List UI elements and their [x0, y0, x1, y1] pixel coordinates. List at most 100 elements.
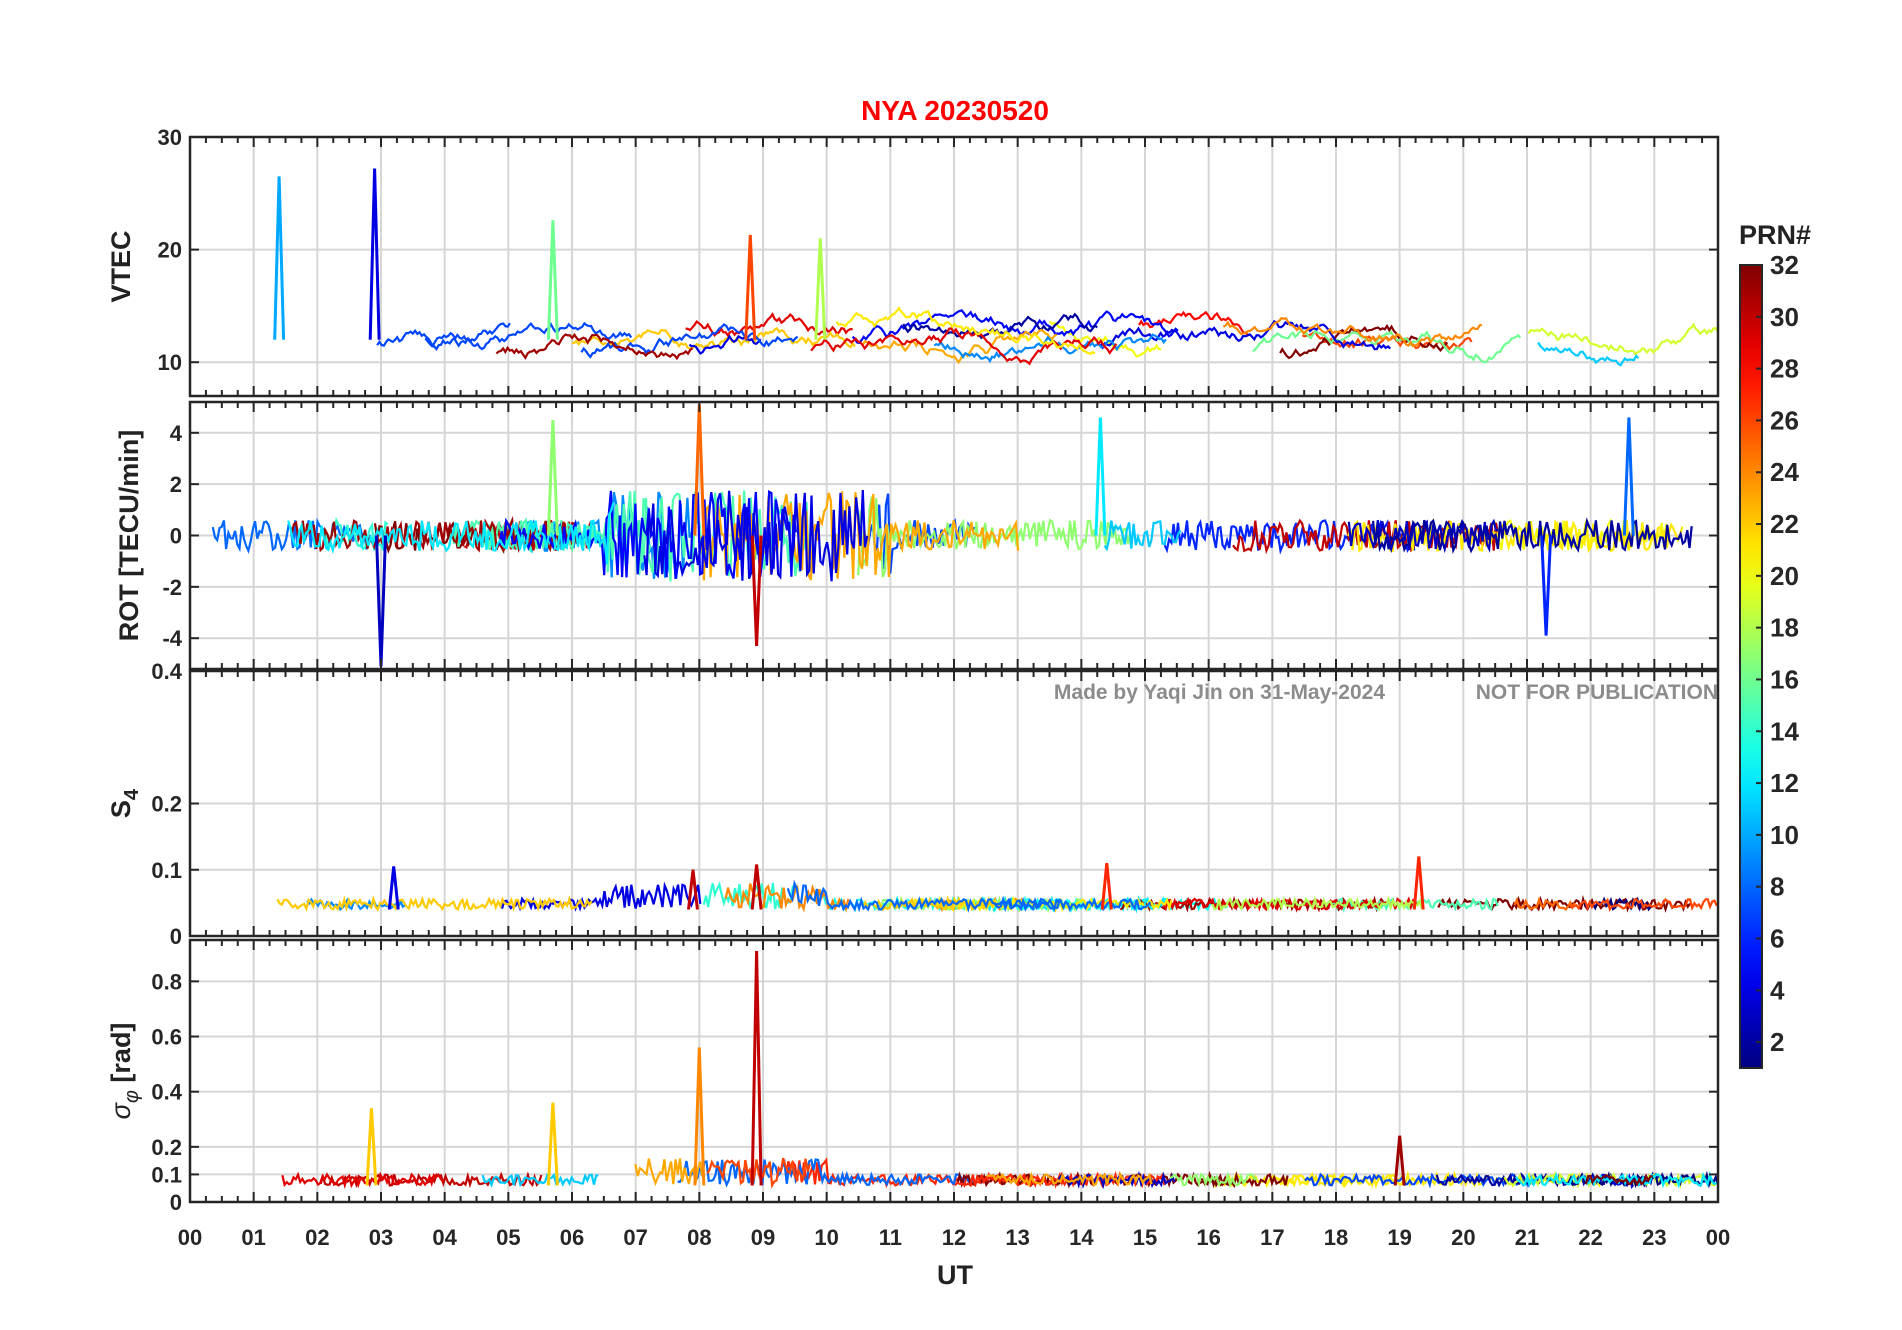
spike-prn-30 [687, 869, 699, 910]
trace-prn-4 [643, 490, 869, 582]
spike-prn-27 [1100, 862, 1113, 910]
trace-prn-22 [571, 326, 856, 350]
spike-prn-30 [750, 535, 763, 646]
x-tick-label: 09 [751, 1225, 775, 1250]
colorbar-tick-label: 18 [1770, 613, 1799, 643]
spike-prn-8 [1622, 417, 1635, 536]
trace-prn-21 [835, 306, 1096, 355]
trace-prn-18 [1211, 895, 1423, 913]
sigma_phi-y-tick-label: 0.1 [151, 1162, 182, 1187]
trace-prn-28 [1138, 310, 1250, 337]
colorbar-tick-label: 28 [1770, 354, 1799, 384]
spike-prn-4 [387, 866, 400, 910]
rot-y-tick-label: -2 [162, 575, 182, 600]
x-tick-label: 10 [814, 1225, 838, 1250]
colorbar-tick-label: 24 [1770, 457, 1799, 487]
vtec-y-axis-label: VTEC [106, 230, 136, 302]
spike-prn-22 [365, 1108, 378, 1186]
trace-prn-23 [986, 1171, 1153, 1188]
x-tick-label: 06 [560, 1225, 584, 1250]
chart-title: NYA 20230520 [861, 95, 1049, 126]
trace-prn-29 [281, 1171, 444, 1190]
x-tick-label: 04 [432, 1225, 457, 1250]
x-tick-label: 16 [1196, 1225, 1220, 1250]
trace-prn-1 [1583, 896, 1652, 912]
rot-y-tick-label: 4 [170, 421, 183, 446]
trace-prn-30 [1232, 518, 1500, 555]
trace-prn-24 [724, 883, 850, 913]
spike-prn-6 [1540, 535, 1553, 636]
spike-prn-17 [546, 419, 559, 536]
x-tick-label: 21 [1515, 1225, 1539, 1250]
x-tick-label: 18 [1324, 1225, 1348, 1250]
trace-prn-31 [495, 332, 694, 361]
trace-prn-26 [1568, 897, 1718, 912]
x-tick-label: 17 [1260, 1225, 1284, 1250]
colorbar-tick-label: 4 [1770, 975, 1785, 1005]
panel-rot: -4 -2 0 2 4 ROT [TECU/min] [114, 400, 1720, 671]
x-tick-label: 01 [241, 1225, 265, 1250]
sigma_phi-y-tick-label: 0.8 [151, 969, 182, 994]
trace-prn-21 [1205, 1172, 1404, 1189]
trace-prn-11 [1103, 520, 1182, 552]
panel-vtec: 10 20 30 VTEC [106, 125, 1720, 398]
panel-sigma_phi: 0 0.10.2 0.4 0.6 0.8 σφ [rad] [106, 938, 1720, 1215]
spike-prn-22 [546, 1102, 559, 1186]
spike-prn-24 [693, 1047, 706, 1186]
trace-prn-29 [810, 327, 1118, 366]
watermark: Made by Yaqi Jin on 31-May-2024 NOT FOR … [1054, 681, 1718, 704]
x-tick-label: 19 [1387, 1225, 1411, 1250]
rot-y-axis-label: ROT [TECU/min] [114, 430, 144, 641]
x-tick-label: 22 [1578, 1225, 1602, 1250]
trace-prn-11 [481, 1172, 599, 1188]
spike-prn-16 [546, 220, 559, 340]
trace-prn-23 [861, 328, 1058, 365]
watermark-author: Made by Yaqi Jin on 31-May-2024 [1054, 681, 1385, 704]
x-tick-label: 07 [623, 1225, 647, 1250]
trace-prn-22 [276, 894, 593, 913]
s4-y-tick-label: 0.2 [151, 792, 182, 817]
colorbar-tick-label: 16 [1770, 664, 1799, 694]
x-tick-label: 20 [1451, 1225, 1475, 1250]
trace-prn-8 [677, 1158, 975, 1188]
spike-prn-30 [750, 950, 763, 1186]
x-tick-label: 15 [1133, 1225, 1157, 1250]
colorbar-tick-label: 6 [1770, 923, 1784, 953]
vtec-y-tick-label: 20 [158, 238, 182, 263]
sigma_phi-y-tick-label: 0 [170, 1190, 182, 1215]
s4-y-axis-label: S4 [106, 788, 143, 818]
x-tick-label: 00 [178, 1225, 202, 1250]
spike-prn-10 [273, 176, 286, 340]
trace-prn-11 [1537, 341, 1640, 367]
x-tick-label: 11 [879, 1225, 902, 1250]
colorbar-tick-label: 20 [1770, 561, 1799, 591]
trace-prn-6 [1163, 518, 1416, 555]
x-tick-label: 05 [496, 1225, 520, 1250]
trace-prn-8 [786, 879, 1063, 913]
spike-prn-31 [1393, 1135, 1406, 1186]
trace-prn-22 [862, 895, 996, 912]
trace-prn-12 [287, 501, 615, 565]
colorbar-tick-label: 12 [1770, 768, 1799, 798]
trace-prn-32 [1584, 1173, 1653, 1187]
x-tick-label: 13 [1005, 1225, 1029, 1250]
colorbar-tick-label: 10 [1770, 820, 1799, 850]
colorbar-tick-label: 8 [1770, 872, 1784, 902]
trace-prn-2 [902, 312, 1098, 340]
spike-prn-12 [1094, 417, 1107, 536]
x-tick-label: 00 [1706, 1225, 1730, 1250]
spike-prn-30 [750, 864, 763, 910]
s4-y-tick-label: 0 [170, 924, 182, 949]
spike-prn-18 [814, 238, 827, 340]
rot-y-tick-label: 2 [170, 472, 182, 497]
trace-prn-17 [1169, 1171, 1258, 1189]
trace-prn-4 [500, 881, 702, 912]
trace-prn-25 [1513, 896, 1576, 911]
s4-y-tick-label: 0.4 [151, 659, 182, 684]
x-axis-label: UT [937, 1260, 973, 1290]
sigma_phi-y-tick-label: 0.6 [151, 1025, 182, 1050]
x-tick-label: 12 [942, 1225, 966, 1250]
